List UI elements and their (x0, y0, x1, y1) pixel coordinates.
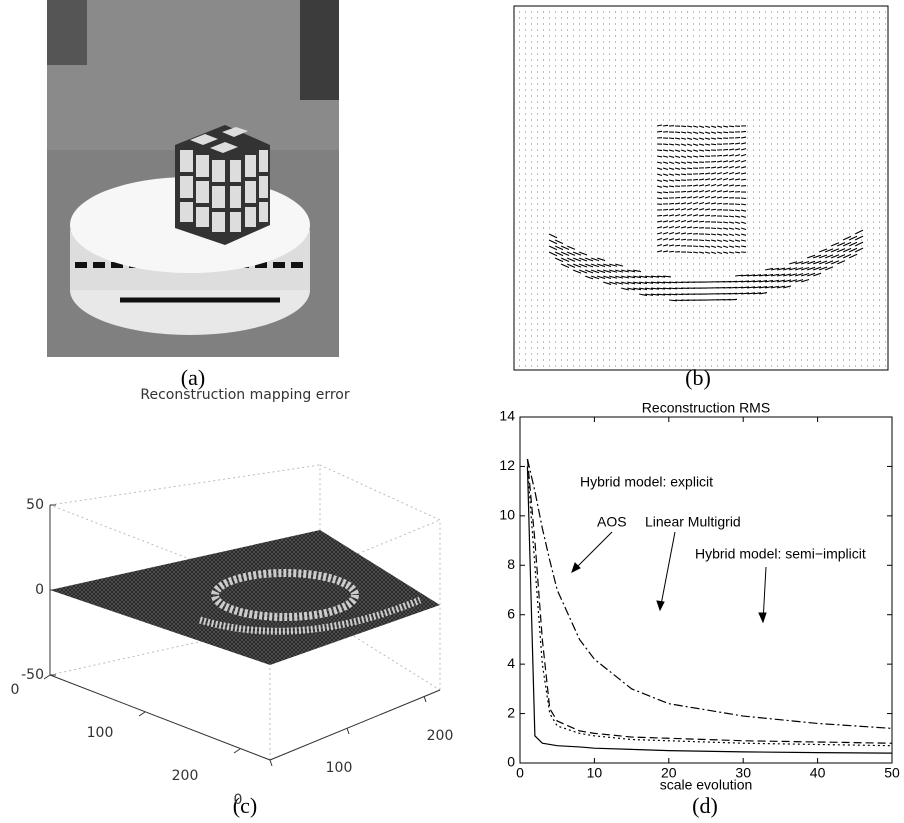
caption: (d) (692, 793, 718, 818)
annotation: Linear Multigrid (645, 514, 741, 530)
surface (50, 530, 440, 665)
z-tick-label: 50 (26, 497, 44, 513)
z-tick-label: -50 (21, 667, 44, 683)
y-axis (270, 690, 440, 760)
field-frame (514, 6, 888, 370)
caption: (a) (181, 365, 205, 390)
caption: (b) (685, 365, 711, 390)
photo (47, 0, 339, 357)
series-line (527, 459, 892, 743)
x-tick-label: 40 (810, 765, 826, 781)
y-tick-label: 8 (507, 556, 515, 572)
y-tick (347, 728, 349, 734)
panel-title: Reconstruction mapping error (140, 387, 349, 403)
series-line (527, 466, 892, 745)
y-tick (424, 696, 426, 702)
x-tick-label: 10 (587, 765, 603, 781)
x-tick-label: 20 (661, 765, 677, 781)
y-tick-label: 4 (507, 655, 515, 671)
chart-title: Reconstruction RMS (642, 400, 770, 416)
x-tick (234, 749, 240, 753)
y-tick-label: 14 (499, 408, 515, 424)
y-tick-label: 200 (427, 728, 454, 744)
annotation: Hybrid model: explicit (580, 474, 713, 490)
y-tick-label: 12 (499, 457, 515, 473)
plot-frame (520, 417, 892, 763)
x-tick (44, 675, 50, 679)
series-line (527, 459, 892, 728)
x-tick-label: 0 (11, 682, 20, 698)
y-tick-label: 0 (507, 754, 515, 770)
x-tick-label: 200 (172, 768, 199, 784)
vector-glyphs (519, 12, 886, 366)
x-tick (139, 712, 145, 716)
y-tick-label: 2 (507, 704, 515, 720)
y-tick-label: 0 (234, 792, 243, 808)
annotation: Hybrid model: semi−implicit (695, 546, 866, 562)
x-tick-label: 0 (516, 765, 524, 781)
y-tick (270, 760, 272, 766)
y-tick-label: 100 (326, 760, 353, 776)
x-tick-label: 100 (87, 725, 114, 741)
x-tick-label: 50 (884, 765, 900, 781)
x-tick-label: 30 (735, 765, 751, 781)
figure: Reconstruction mapping error Reconstruct… (0, 0, 904, 823)
vector-field (519, 12, 886, 366)
y-tick-label: 10 (499, 507, 515, 523)
annotation: AOS (597, 514, 627, 530)
page: {"panels": [ {"caption": "(a)"}, {"capti… (0, 0, 904, 823)
y-tick-label: 6 (507, 605, 515, 621)
x-axis (50, 675, 270, 760)
z-tick-label: 0 (35, 582, 44, 598)
